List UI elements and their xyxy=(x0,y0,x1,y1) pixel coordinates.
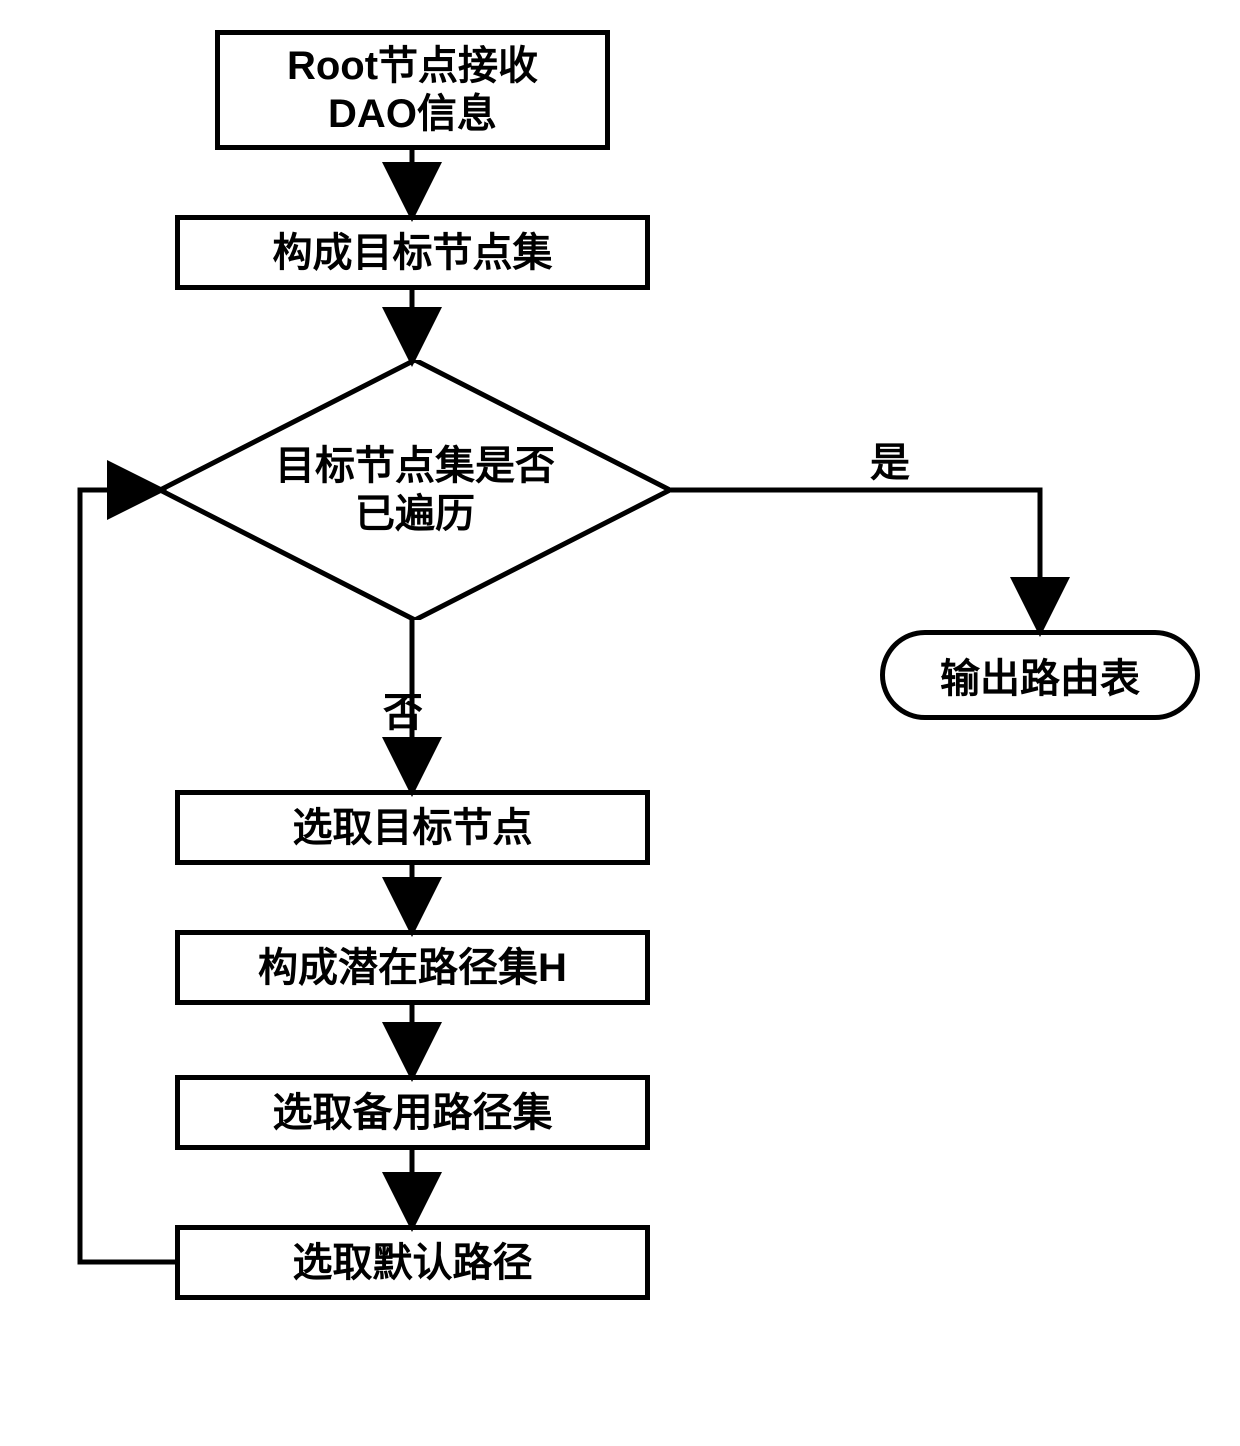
label-no: 否 xyxy=(383,680,423,738)
node-decision-line1: 目标节点集是否 xyxy=(275,444,555,488)
node-form-path-set-h-label: 构成潜在路径集H xyxy=(258,944,567,992)
flowchart-canvas: Root节点接收 DAO信息 构成目标节点集 目标节点集是否 已遍历 输出路由表… xyxy=(0,0,1240,1446)
node-decision-line2: 已遍历 xyxy=(355,492,475,536)
node-select-target: 选取目标节点 xyxy=(175,790,650,865)
node-select-default-path-label: 选取默认路径 xyxy=(293,1239,533,1287)
label-yes: 是 xyxy=(870,430,910,488)
node-decision-traversed: 目标节点集是否 已遍历 xyxy=(160,360,670,620)
node-select-target-label: 选取目标节点 xyxy=(293,804,533,852)
node-form-target-set-label: 构成目标节点集 xyxy=(273,229,553,277)
node-root-receive-line2: DAO信息 xyxy=(328,92,497,136)
node-root-receive: Root节点接收 DAO信息 xyxy=(215,30,610,150)
node-form-target-set: 构成目标节点集 xyxy=(175,215,650,290)
node-form-path-set-h: 构成潜在路径集H xyxy=(175,930,650,1005)
node-output-routing-table: 输出路由表 xyxy=(880,630,1200,720)
node-root-receive-line1: Root节点接收 xyxy=(287,44,538,88)
node-output-label: 输出路由表 xyxy=(940,646,1140,704)
node-select-backup-path-label: 选取备用路径集 xyxy=(273,1089,553,1137)
node-select-default-path: 选取默认路径 xyxy=(175,1225,650,1300)
node-select-backup-path: 选取备用路径集 xyxy=(175,1075,650,1150)
